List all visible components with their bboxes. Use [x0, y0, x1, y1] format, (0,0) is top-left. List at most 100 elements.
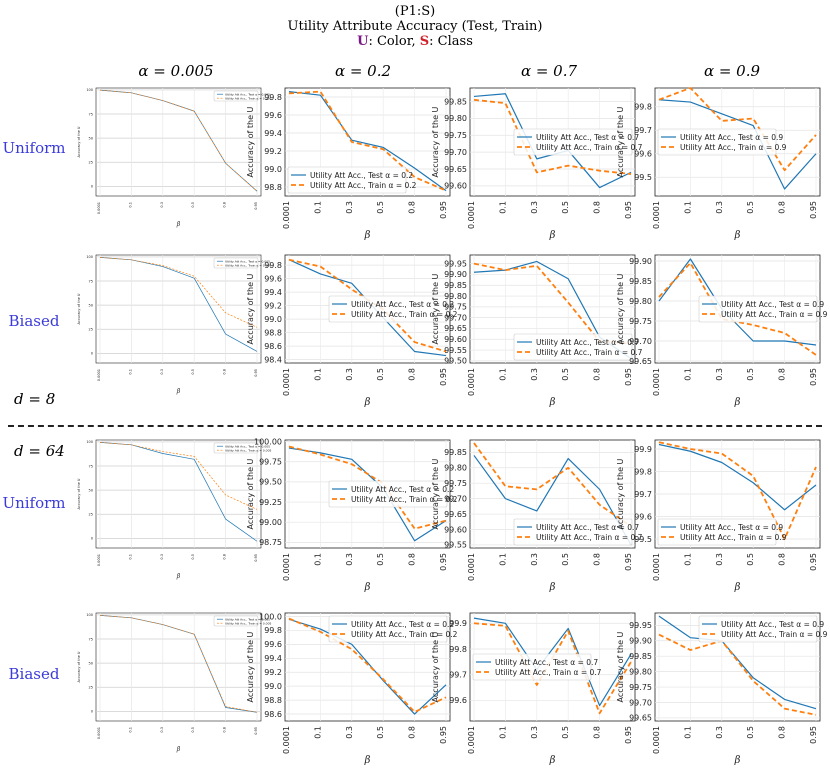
y-tick-label: 99.80 [629, 667, 652, 676]
y-tick-label: 99.0 [264, 165, 282, 174]
x-axis-label: β [549, 582, 556, 593]
legend-entry: Utility Att Acc., Train α = 0.2 [351, 495, 458, 504]
x-tick-label: 0.3 [715, 201, 724, 214]
chart-panel: 99.8 99.7 99.6 99.5 0.0001 0.1 0.3 0.5 0.8 0.95 Ac… [616, 87, 821, 241]
legend-entry: Utility Att Acc., Train α = 0.2 [351, 630, 458, 639]
y-axis-label: Accuracy of the U [77, 478, 81, 509]
y-tick-label: 99.65 [629, 357, 652, 366]
x-tick-label: 0.1 [313, 368, 322, 381]
y-tick-label: 98.8 [264, 183, 282, 192]
row-label-biased-d8: Biased [8, 312, 60, 330]
x-axis-label: β [364, 755, 371, 766]
y-tick-label: 99.4 [264, 288, 282, 297]
column-header-alpha-07: α = 0.7 [520, 62, 578, 80]
legend-entry: Utility Att Acc., Test α = 0.005 [225, 259, 270, 263]
x-tick-label: 0.5 [191, 554, 195, 560]
x-tick-label: 0.1 [313, 726, 322, 739]
x-axis-label: β [176, 221, 181, 228]
y-axis-label: Accuracy of the U [246, 631, 255, 702]
y-tick-label: 99.90 [629, 637, 652, 646]
y-tick-label: 99.00 [259, 518, 282, 527]
chart-panel: 100 75 50 25 0 0.0001 0.1 0.3 0.5 0.8 0.95 Accuracy… [77, 87, 271, 228]
train-series-line [288, 90, 447, 192]
y-tick-label: 99.6 [449, 696, 467, 705]
x-tick-label: 0.95 [624, 201, 633, 219]
x-tick-label: 0.5 [191, 369, 195, 375]
x-tick-label: 0.5 [561, 201, 570, 214]
chart-panel: 99.95 99.90 99.85 99.80 99.75 99.70 99.650.000… [616, 612, 828, 766]
s-desc: : Class [429, 34, 473, 49]
y-tick-label: 99.65 [444, 324, 467, 333]
chart-panel: 99.9 99.8 99.7 99.6 0.0001 0.1 0.3 0.5 0.8 0.95 Ac… [431, 612, 636, 766]
x-tick-label: 0.0001 [282, 201, 291, 229]
x-tick-label: 0.0001 [652, 368, 661, 396]
y-tick-label: 99.55 [444, 346, 467, 355]
y-axis-label: Accuracy of the U [77, 126, 81, 157]
chart-panel: 100 75 50 25 0 0.0001 0.1 0.3 0.5 0.8 0.95 Accuracy… [77, 439, 271, 580]
x-tick-label: 0.8 [223, 202, 227, 208]
y-tick-label: 99.80 [444, 292, 467, 301]
x-tick-label: 0.3 [530, 726, 539, 739]
legend-entry: Utility Att Acc., Test α = 0.2 [351, 620, 454, 629]
x-axis-label: β [176, 388, 181, 395]
column-header-alpha-02: α = 0.2 [334, 62, 392, 80]
y-tick-label: 99.65 [629, 714, 652, 723]
y-tick-label: 99.6 [264, 640, 282, 649]
y-tick-label: 99.5 [634, 173, 652, 182]
x-tick-label: 0.8 [778, 368, 787, 381]
x-tick-label: 0.3 [715, 368, 724, 381]
y-tick-label: 25 [89, 160, 93, 164]
y-tick-label: 99.25 [259, 498, 282, 507]
legend-box [213, 257, 259, 269]
y-tick-label: 99.75 [629, 317, 652, 326]
train-series-line [658, 87, 817, 172]
y-tick-label: 99.2 [264, 147, 282, 156]
legend-entry: Utility Att Acc., Train α = 0.7 [536, 348, 643, 357]
train-series-line [658, 441, 817, 540]
y-tick-label: 99.55 [444, 541, 467, 550]
y-tick-label: 99.95 [444, 259, 467, 268]
header-legend-line: U: Color, S: Class [0, 34, 830, 49]
x-axis-label: β [734, 582, 741, 593]
chart-panel: 99.8 99.6 99.4 99.2 99.0 98.8 98.6 98.40.0001 0.… [246, 254, 458, 408]
x-axis-label: β [734, 397, 741, 408]
x-axis-label: β [364, 397, 371, 408]
x-tick-label: 0.5 [561, 368, 570, 381]
legend-entry: Utility Att Acc., Train α = 0.7 [536, 533, 643, 542]
y-tick-label: 99.5 [634, 535, 652, 544]
test-series-line [658, 258, 817, 346]
x-tick-label: 0.95 [809, 201, 818, 219]
x-tick-label: 0.95 [624, 726, 633, 744]
x-tick-label: 0.8 [778, 726, 787, 739]
legend: Utility Att Acc., Test α = 0.005Utility … [213, 90, 271, 102]
row-label-biased-d64: Biased [8, 665, 60, 683]
y-tick-label: 99.90 [444, 270, 467, 279]
x-tick-label: 0.5 [376, 726, 385, 739]
y-tick-label: 99.8 [264, 261, 282, 270]
test-series-line [473, 617, 632, 707]
d8-label: d = 8 [14, 390, 56, 408]
y-tick-label: 99.7 [634, 490, 652, 499]
legend-entry: Utility Att Acc., Train α = 0.005 [225, 448, 271, 452]
y-tick-label: 100 [86, 613, 93, 617]
y-tick-label: 99.60 [444, 182, 467, 191]
x-tick-label: 0.0001 [652, 553, 661, 581]
legend-entry: Utility Att Acc., Train α = 0.9 [721, 630, 828, 639]
train-series-line [473, 262, 632, 345]
legend: Utility Att Acc., Test α = 0.005Utility … [213, 615, 271, 627]
x-tick-label: 0.5 [746, 201, 755, 214]
u-mark: U [357, 34, 369, 49]
legend-entry: Utility Att Acc., Train α = 0.005 [225, 96, 271, 100]
y-tick-label: 98.8 [264, 328, 282, 337]
header-tag: (P1:S) [394, 4, 436, 19]
x-axis-label: β [734, 230, 741, 241]
y-tick-label: 99.85 [444, 448, 467, 457]
legend-entry: Utility Att Acc., Train α = 0.9 [680, 533, 787, 542]
y-tick-label: 99.85 [444, 281, 467, 290]
legend-entry: Utility Att Acc., Test α = 0.9 [721, 300, 824, 309]
y-tick-label: 98.6 [264, 710, 282, 719]
train-series-line [99, 89, 258, 192]
